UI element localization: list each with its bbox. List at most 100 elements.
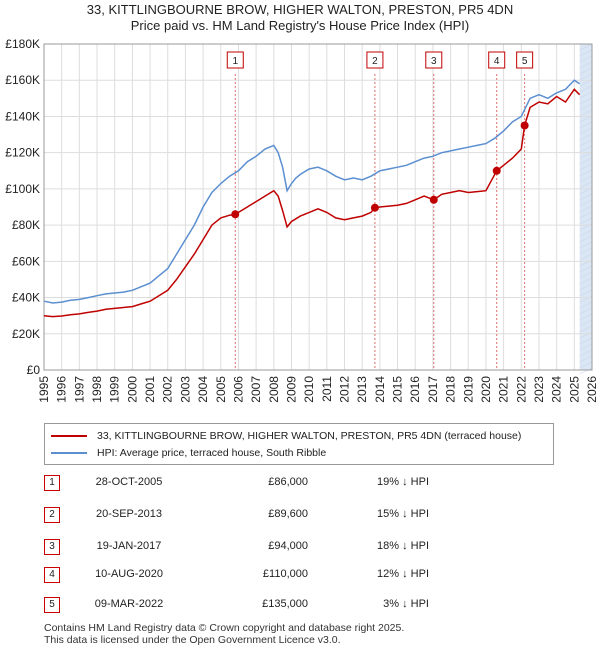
transaction-date: 10-AUG-2020 — [95, 568, 163, 580]
sale-marker-label: 1 — [232, 56, 238, 67]
x-tick-label: 2022 — [514, 376, 528, 403]
future-band-hatch — [579, 349, 593, 357]
x-tick-label: 2001 — [143, 376, 157, 403]
future-band-hatch — [579, 331, 593, 339]
future-band-hatch — [579, 199, 593, 207]
future-band-hatch — [579, 241, 593, 249]
y-tick-label: £20K — [12, 327, 40, 341]
transaction-date: 19-JAN-2017 — [96, 540, 162, 552]
future-band-hatch — [579, 343, 593, 351]
sale-marker-box — [516, 51, 534, 69]
x-tick-label: 2004 — [196, 376, 210, 403]
future-band-hatch — [579, 97, 593, 105]
sale-point — [520, 121, 529, 130]
sale-marker-label: 4 — [494, 56, 500, 67]
transaction-price: £94,000 — [268, 540, 308, 552]
future-band-hatch — [579, 85, 593, 93]
future-band-hatch — [579, 145, 593, 153]
future-band-hatch — [579, 229, 593, 237]
y-tick-label: £60K — [12, 254, 40, 268]
y-tick-label: £140K — [5, 109, 40, 123]
x-tick-label: 2018 — [444, 376, 458, 403]
x-tick-label: 2003 — [178, 376, 192, 403]
future-band-hatch — [579, 247, 593, 255]
x-tick-label: 2011 — [320, 376, 334, 402]
legend-item-price: 33, KITTLINGBOURNE BROW, HIGHER WALTON, … — [51, 430, 521, 442]
transaction-number: 3 — [44, 539, 60, 555]
future-band-hatch — [579, 115, 593, 123]
future-band-hatch — [579, 91, 593, 99]
price-chart: £0 £20K £40K £60K £80K £100K £120K £140K £160K £1… — [5, 37, 599, 403]
transaction-row: 4 10-AUG-2020 £110,000 12% ↓ HPI — [44, 567, 564, 587]
future-band-hatch — [579, 271, 593, 279]
x-tick-label: 2014 — [373, 376, 387, 403]
future-band-hatch — [579, 367, 593, 375]
future-band-hatch — [579, 109, 593, 117]
x-tick-label: 2006 — [231, 376, 245, 403]
sale-marker-box — [425, 51, 443, 69]
transaction-hpi-diff: 18% ↓ HPI — [377, 540, 429, 552]
transaction-row: 5 09-MAR-2022 £135,000 3% ↓ HPI — [44, 597, 564, 617]
x-tick-label: 2007 — [249, 376, 263, 403]
y-tick-label: £120K — [5, 146, 40, 160]
future-band-hatch — [579, 301, 593, 309]
transaction-row: 3 19-JAN-2017 £94,000 18% ↓ HPI — [44, 539, 564, 559]
future-band-hatch — [579, 253, 593, 261]
sale-point — [370, 203, 379, 212]
chart-subtitle: Price paid vs. HM Land Registry's House … — [130, 18, 470, 33]
hpi-line — [43, 79, 581, 304]
x-tick-label: 2017 — [426, 376, 440, 403]
sale-marker-box — [488, 51, 506, 69]
sale-point — [231, 210, 240, 219]
y-tick-label: £80K — [12, 218, 40, 232]
future-band-hatch — [579, 325, 593, 333]
plot-frame — [43, 43, 593, 371]
sale-marker-box — [226, 51, 244, 69]
future-band-hatch — [579, 55, 593, 63]
transaction-number: 5 — [44, 597, 60, 613]
footer-copyright: Contains HM Land Registry data © Crown c… — [44, 622, 405, 634]
x-tick-label: 2026 — [585, 376, 599, 403]
transaction-number: 4 — [44, 567, 60, 583]
legend-swatch-price — [51, 435, 87, 437]
sale-marker-box — [366, 51, 384, 69]
sale-point — [492, 166, 501, 175]
future-band-hatch — [579, 361, 593, 369]
transaction-hpi-diff: 12% ↓ HPI — [377, 568, 429, 580]
x-tick-label: 1995 — [37, 376, 51, 403]
x-tick-label: 2009 — [284, 376, 298, 403]
transaction-price: £86,000 — [268, 476, 308, 488]
x-tick-label: 1998 — [90, 376, 104, 403]
legend-label-hpi: HPI: Average price, terraced house, Sout… — [97, 447, 327, 459]
future-band-hatch — [579, 289, 593, 297]
x-tick-label: 1997 — [72, 376, 86, 403]
future-band-hatch — [579, 193, 593, 201]
transaction-number: 2 — [44, 507, 60, 523]
transaction-date: 20-SEP-2013 — [95, 508, 163, 520]
x-tick-label: 2010 — [302, 376, 316, 403]
x-tick-label: 2023 — [532, 376, 546, 403]
x-tick-label: 2021 — [497, 376, 511, 403]
transaction-hpi-diff: 19% ↓ HPI — [377, 476, 429, 488]
future-band-hatch — [579, 121, 593, 129]
future-band-hatch — [579, 73, 593, 81]
plot-area — [44, 44, 592, 370]
legend-swatch-hpi — [51, 452, 87, 454]
future-band-hatch — [579, 307, 593, 315]
transaction-row: 1 28-OCT-2005 £86,000 19% ↓ HPI — [44, 475, 564, 495]
future-band-hatch — [579, 169, 593, 177]
x-tick-label: 2002 — [161, 376, 175, 403]
transaction-price: £89,600 — [268, 508, 308, 520]
y-tick-label: £0 — [27, 363, 41, 377]
y-tick-label: £180K — [5, 37, 40, 51]
x-tick-label: 2024 — [550, 376, 564, 403]
legend-item-hpi: HPI: Average price, terraced house, Sout… — [51, 447, 326, 459]
future-band-hatch — [579, 103, 593, 111]
x-tick-label: 2020 — [479, 376, 493, 403]
sale-marker-label: 2 — [372, 56, 378, 67]
future-band-hatch — [579, 211, 593, 219]
future-band-hatch — [579, 163, 593, 171]
x-tick-label: 1999 — [108, 376, 122, 403]
sale-marker-label: 5 — [522, 56, 528, 67]
x-tick-label: 2012 — [338, 376, 352, 403]
